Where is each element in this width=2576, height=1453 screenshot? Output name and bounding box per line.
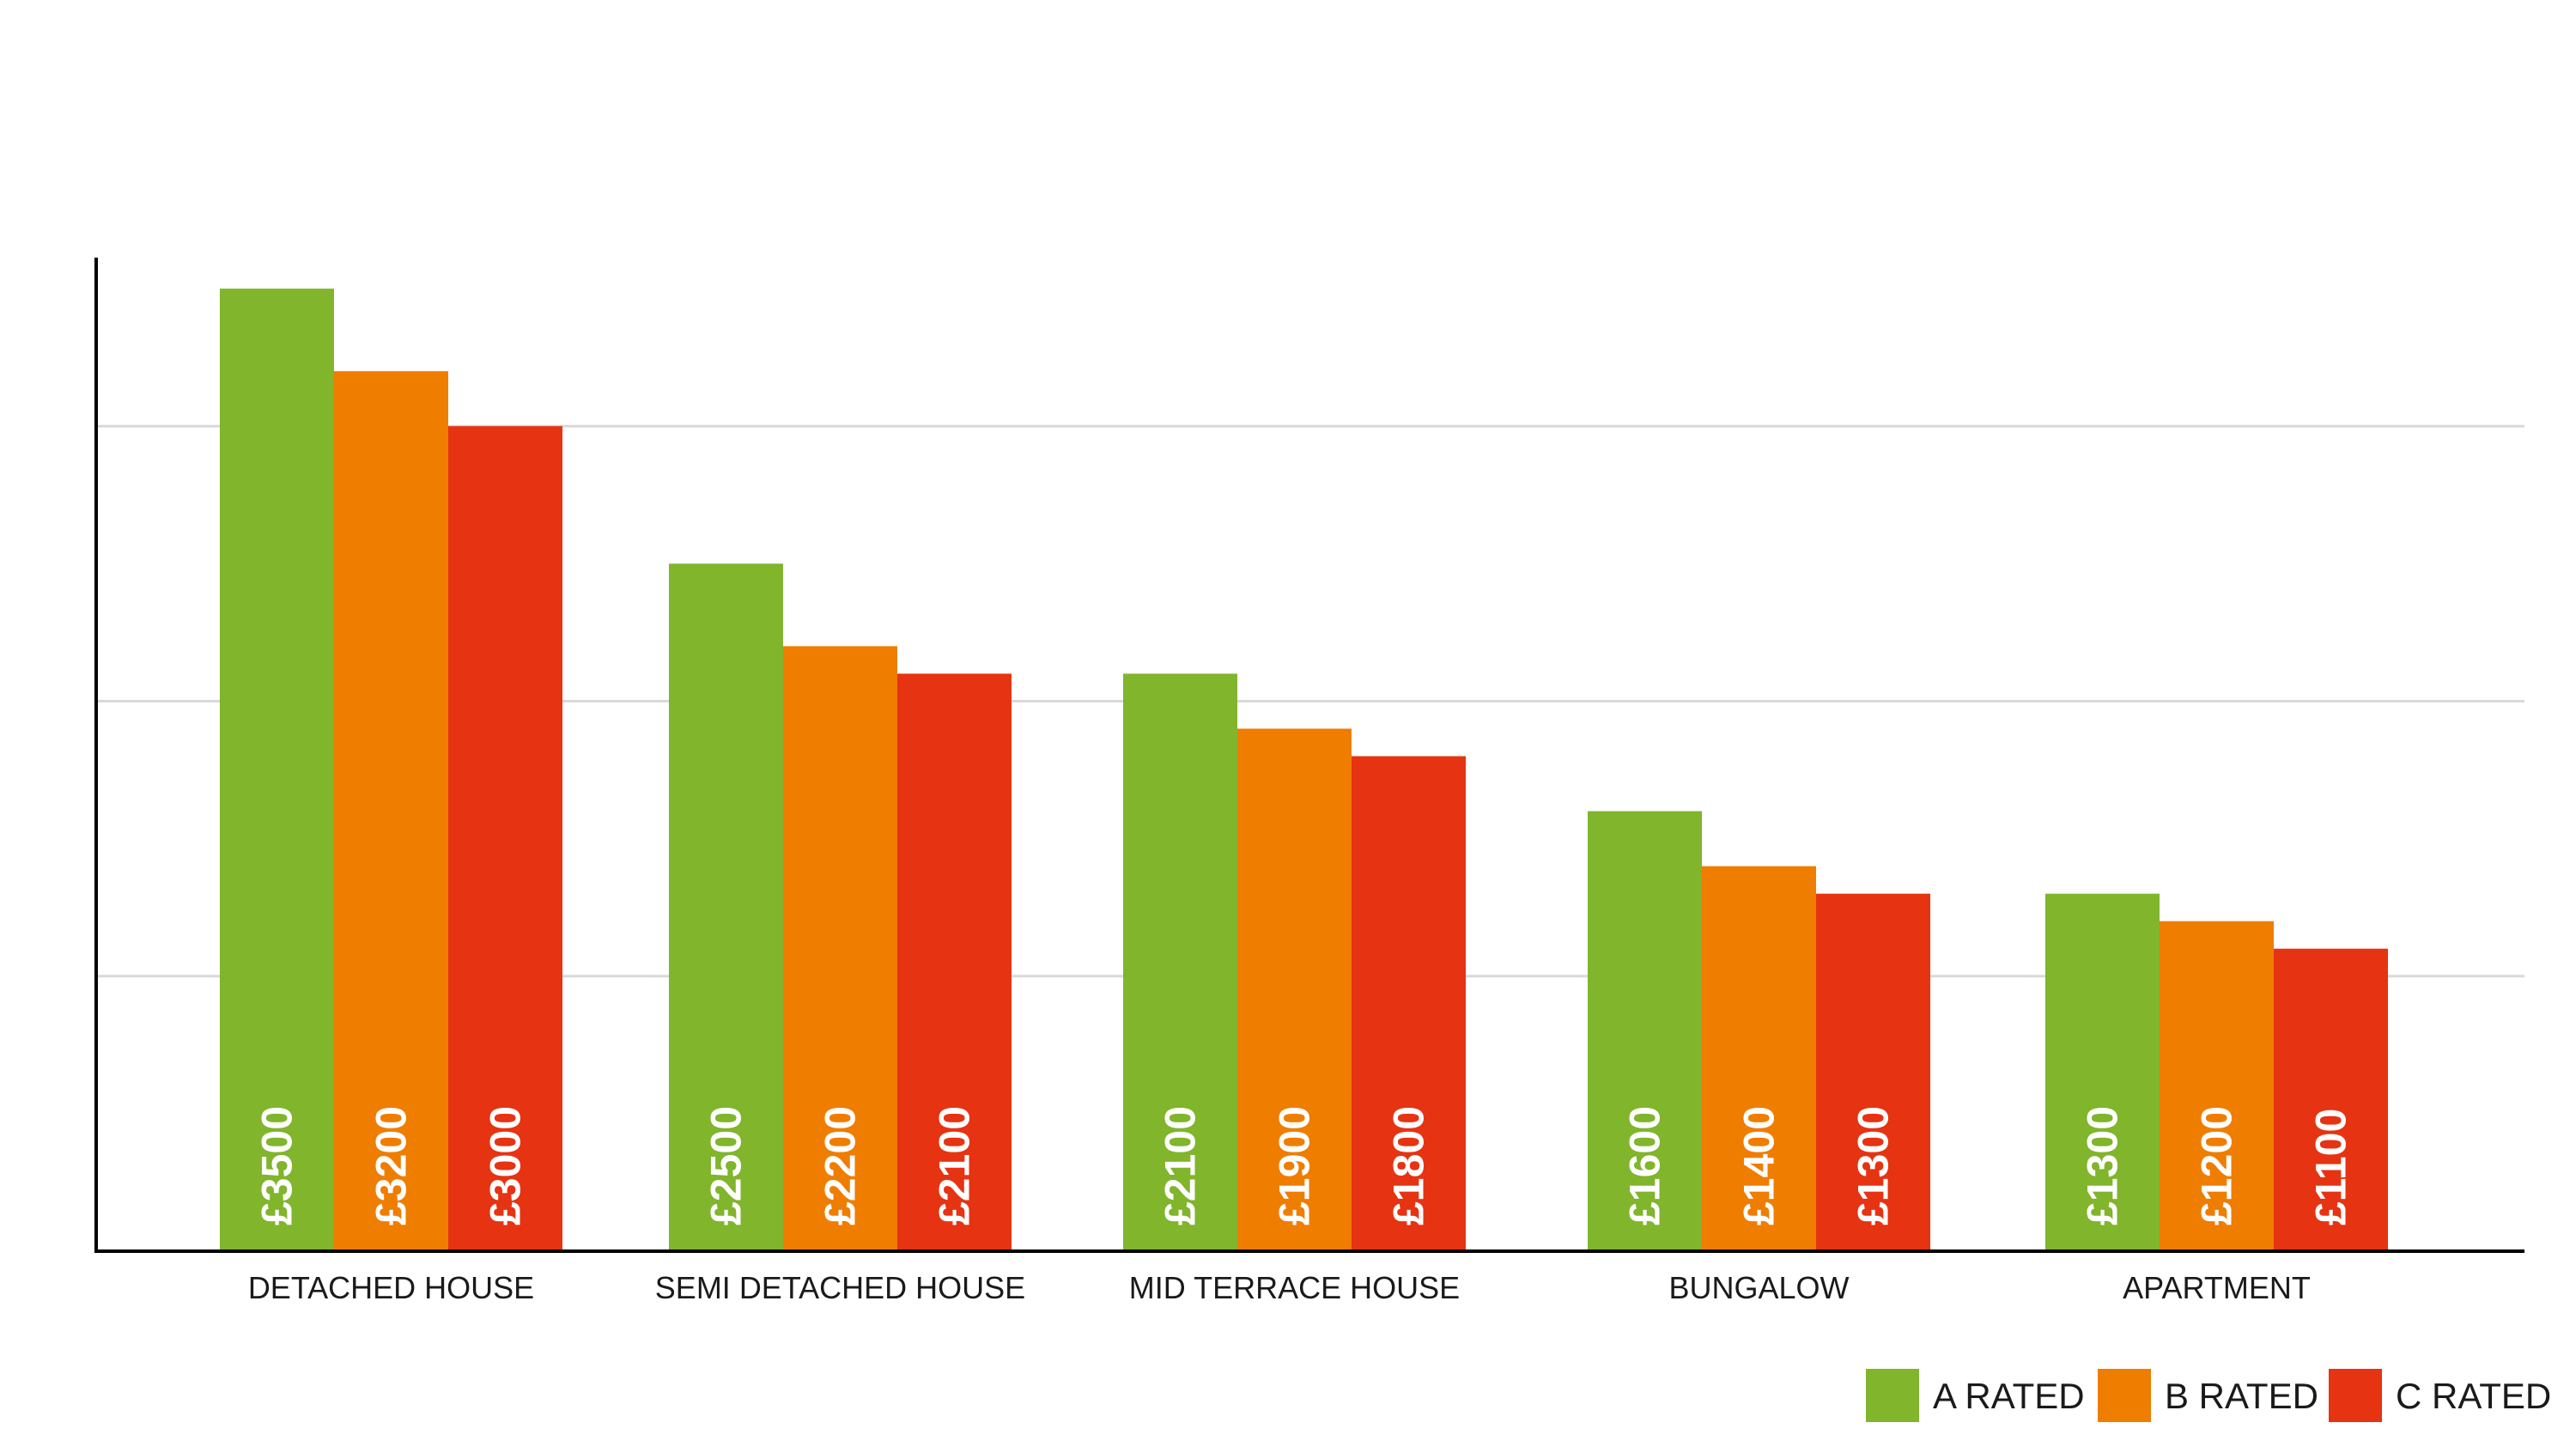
bar-mid-terrace-house-b-rated xyxy=(1237,728,1352,1251)
bar-value-label: £1800 xyxy=(1385,1106,1433,1225)
bar-apartment-c-rated xyxy=(2274,948,2388,1251)
bar-value-label: £2500 xyxy=(702,1106,750,1225)
bar-value-label: £1300 xyxy=(1850,1106,1898,1225)
bar-value-label: £1600 xyxy=(1621,1106,1669,1225)
bar-value-label: £1200 xyxy=(2193,1106,2241,1225)
category-label-apartment: APARTMENT xyxy=(2123,1270,2311,1305)
bar-mid-terrace-house-c-rated xyxy=(1352,756,1466,1251)
bar-semi-detached-house-b-rated xyxy=(783,646,897,1251)
bar-value-label: £1400 xyxy=(1735,1106,1783,1225)
bar-value-label: £3500 xyxy=(253,1106,301,1225)
bars: £3500 £3200 £3000 £2500 £2200 £2100 £2100 £1900… xyxy=(220,289,2388,1252)
category-label-detached-house: DETACHED HOUSE xyxy=(248,1270,534,1305)
category-label-mid-terrace-house: MID TERRACE HOUSE xyxy=(1129,1270,1460,1305)
bar-value-label: £1300 xyxy=(2079,1106,2127,1225)
bar-detached-house-b-rated xyxy=(334,371,448,1252)
bar-apartment-a-rated xyxy=(2045,893,2160,1251)
bar-semi-detached-house-a-rated xyxy=(669,563,783,1251)
legend-label-b-rated: B RATED xyxy=(2165,1376,2318,1416)
legend-swatch-c-rated xyxy=(2329,1369,2382,1422)
bar-detached-house-c-rated xyxy=(448,426,562,1251)
legend-swatch-a-rated xyxy=(1866,1369,1919,1422)
bar-value-label: £2100 xyxy=(931,1106,979,1225)
bar-mid-terrace-house-a-rated xyxy=(1123,673,1237,1251)
bar-bungalow-a-rated xyxy=(1588,811,1702,1251)
bar-value-label: £2200 xyxy=(817,1106,865,1225)
bar-apartment-b-rated xyxy=(2160,921,2274,1251)
axes xyxy=(94,258,2524,1253)
bar-detached-house-a-rated xyxy=(220,289,334,1251)
bar-value-label: £3200 xyxy=(368,1106,416,1225)
legend-label-a-rated: A RATED xyxy=(1933,1376,2085,1416)
legend-label-c-rated: C RATED xyxy=(2396,1376,2551,1416)
bar-value-label: £1100 xyxy=(2307,1109,2355,1225)
bar-semi-detached-house-c-rated xyxy=(897,673,1012,1251)
category-label-bungalow: BUNGALOW xyxy=(1668,1270,1849,1305)
legend: A RATED B RATED C RATED xyxy=(1866,1369,2551,1422)
bar-value-label: £3000 xyxy=(482,1106,530,1225)
legend-swatch-b-rated xyxy=(2098,1369,2151,1422)
bar-value-label: £2100 xyxy=(1157,1106,1205,1225)
category-labels: DETACHED HOUSE SEMI DETACHED HOUSE MID TER… xyxy=(248,1270,2311,1305)
bar-bungalow-c-rated xyxy=(1816,893,1930,1251)
bar-value-label: £1900 xyxy=(1271,1106,1319,1225)
category-label-semi-detached-house: SEMI DETACHED HOUSE xyxy=(655,1270,1025,1305)
bar-bungalow-b-rated xyxy=(1702,866,1816,1251)
